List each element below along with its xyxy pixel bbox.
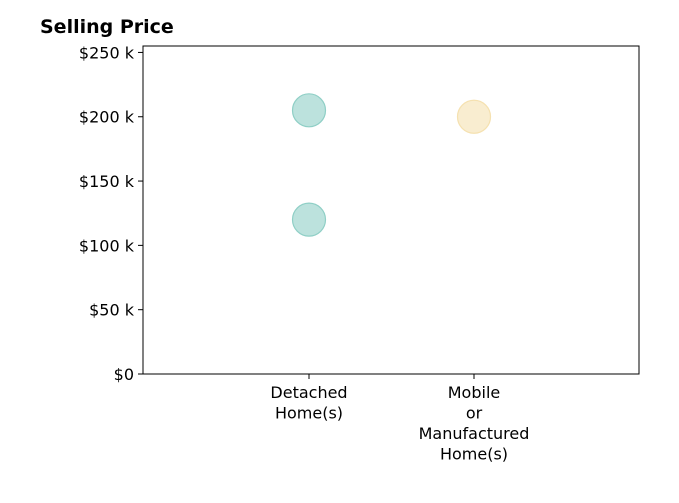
- y-tick-label: $250 k: [79, 43, 135, 62]
- y-tick-label: $50 k: [89, 301, 135, 320]
- x-category-label-line: Manufactured: [419, 424, 530, 443]
- plot-frame: [142, 45, 640, 375]
- chart-title: Selling Price: [40, 16, 174, 38]
- y-tick-label: $200 k: [79, 108, 135, 127]
- x-category-label-line: Detached: [270, 383, 347, 402]
- data-point: [291, 202, 327, 237]
- x-category-label-line: Home(s): [440, 445, 508, 464]
- data-points: [291, 93, 492, 237]
- x-category-label-line: Mobile: [448, 383, 500, 402]
- x-category-label-line: Home(s): [275, 404, 343, 423]
- data-point: [291, 93, 327, 128]
- y-tick-label: $100 k: [79, 236, 135, 255]
- data-point: [456, 99, 492, 134]
- x-category-label: Mobile or Manufactured Home(s): [419, 383, 530, 464]
- x-axis: Detached Home(s) Mobile or Manufactured Home(…: [270, 374, 529, 464]
- x-category-label: Detached Home(s): [270, 383, 347, 423]
- y-tick-label: $150 k: [79, 172, 135, 191]
- y-axis: $0 $50 k $100 k $150 k $200 k $250 k: [79, 43, 143, 384]
- y-tick-label: $0: [114, 365, 134, 384]
- x-category-label-line: or: [466, 404, 483, 423]
